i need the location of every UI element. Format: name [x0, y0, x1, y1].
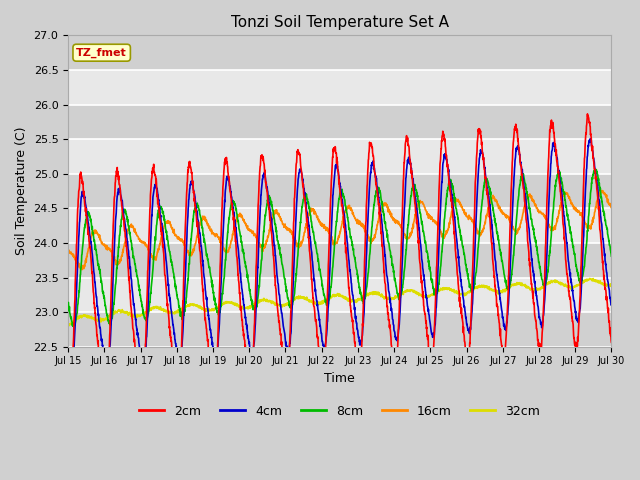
Bar	[68, 105, 611, 139]
Bar	[68, 312, 611, 347]
X-axis label: Time: Time	[324, 372, 355, 385]
Title: Tonzi Soil Temperature Set A: Tonzi Soil Temperature Set A	[231, 15, 449, 30]
Y-axis label: Soil Temperature (C): Soil Temperature (C)	[15, 127, 28, 255]
Bar	[68, 174, 611, 208]
Legend: 2cm, 4cm, 8cm, 16cm, 32cm: 2cm, 4cm, 8cm, 16cm, 32cm	[134, 400, 545, 423]
Bar	[68, 243, 611, 277]
Bar	[68, 36, 611, 70]
Text: TZ_fmet: TZ_fmet	[76, 48, 127, 58]
